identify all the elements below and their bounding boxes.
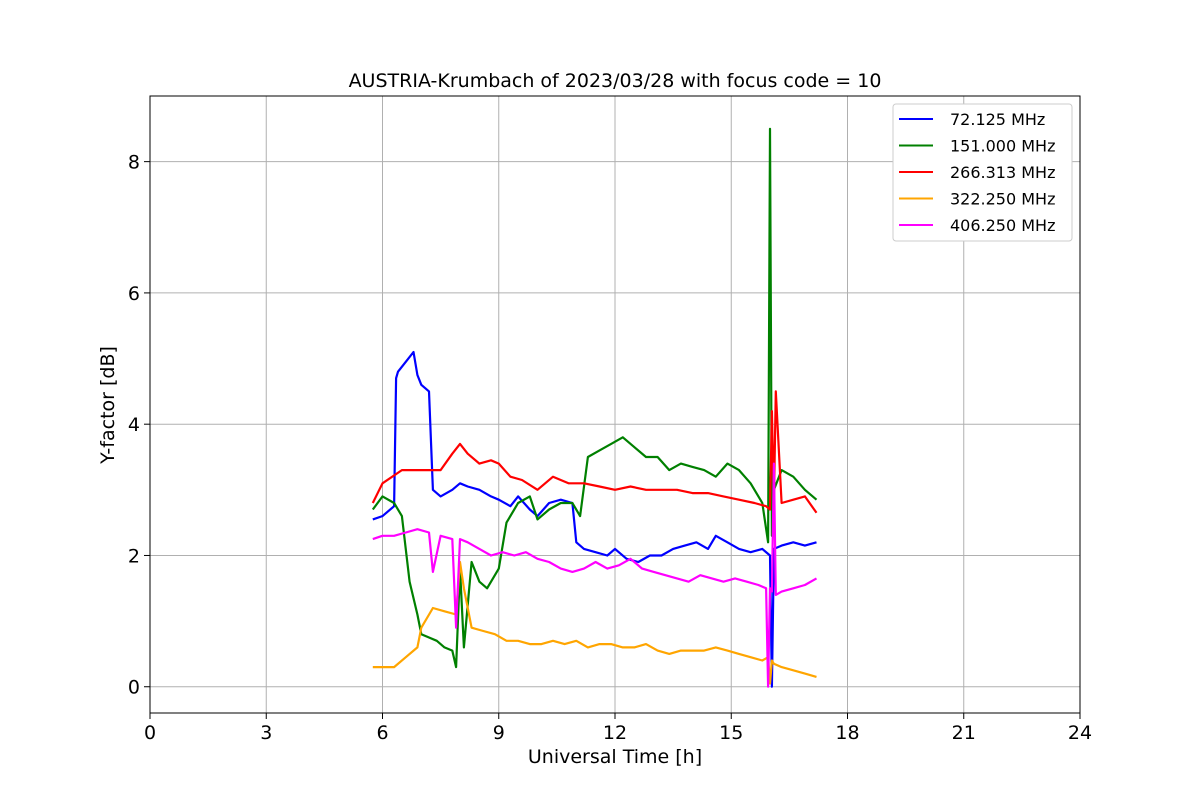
y-tick-label: 4 [128,414,140,436]
x-tick-label: 12 [603,722,627,744]
x-tick-label: 21 [952,722,976,744]
legend: 72.125 MHz 151.000 MHz 266.313 MHz 322.250 … [892,103,1073,242]
x-axis-label: Universal Time [h] [528,746,702,768]
series-line-1 [372,350,817,688]
plot-area [371,127,818,688]
x-tick-label: 6 [376,722,388,744]
series-line-4 [372,560,817,685]
y-tick-label: 0 [128,677,140,699]
y-axis-label: Y-factor [dB] [97,346,119,465]
chart-title: AUSTRIA-Krumbach of 2023/03/28 with focu… [349,70,882,92]
legend-box [892,103,1073,242]
x-tick-label: 24 [1068,722,1092,744]
x-tick-label: 18 [835,722,859,744]
series-line-2 [371,127,818,669]
y-tick-label: 8 [128,152,140,174]
x-tick-label: 3 [260,722,272,744]
legend-label-4: 322.250 MHz [950,190,1055,209]
x-tick-label: 15 [719,722,743,744]
x-tick-label: 0 [144,722,156,744]
legend-label-3: 266.313 MHz [950,163,1055,182]
legend-label-1: 72.125 MHz [950,110,1045,129]
x-tick-label: 9 [493,722,505,744]
legend-label-2: 151.000 MHz [950,137,1055,156]
y-tick-label: 2 [128,545,140,567]
legend-label-5: 406.250 MHz [950,216,1055,235]
series-line-3 [371,390,818,514]
y-tick-label: 6 [128,283,140,305]
series-line-5 [372,462,818,688]
